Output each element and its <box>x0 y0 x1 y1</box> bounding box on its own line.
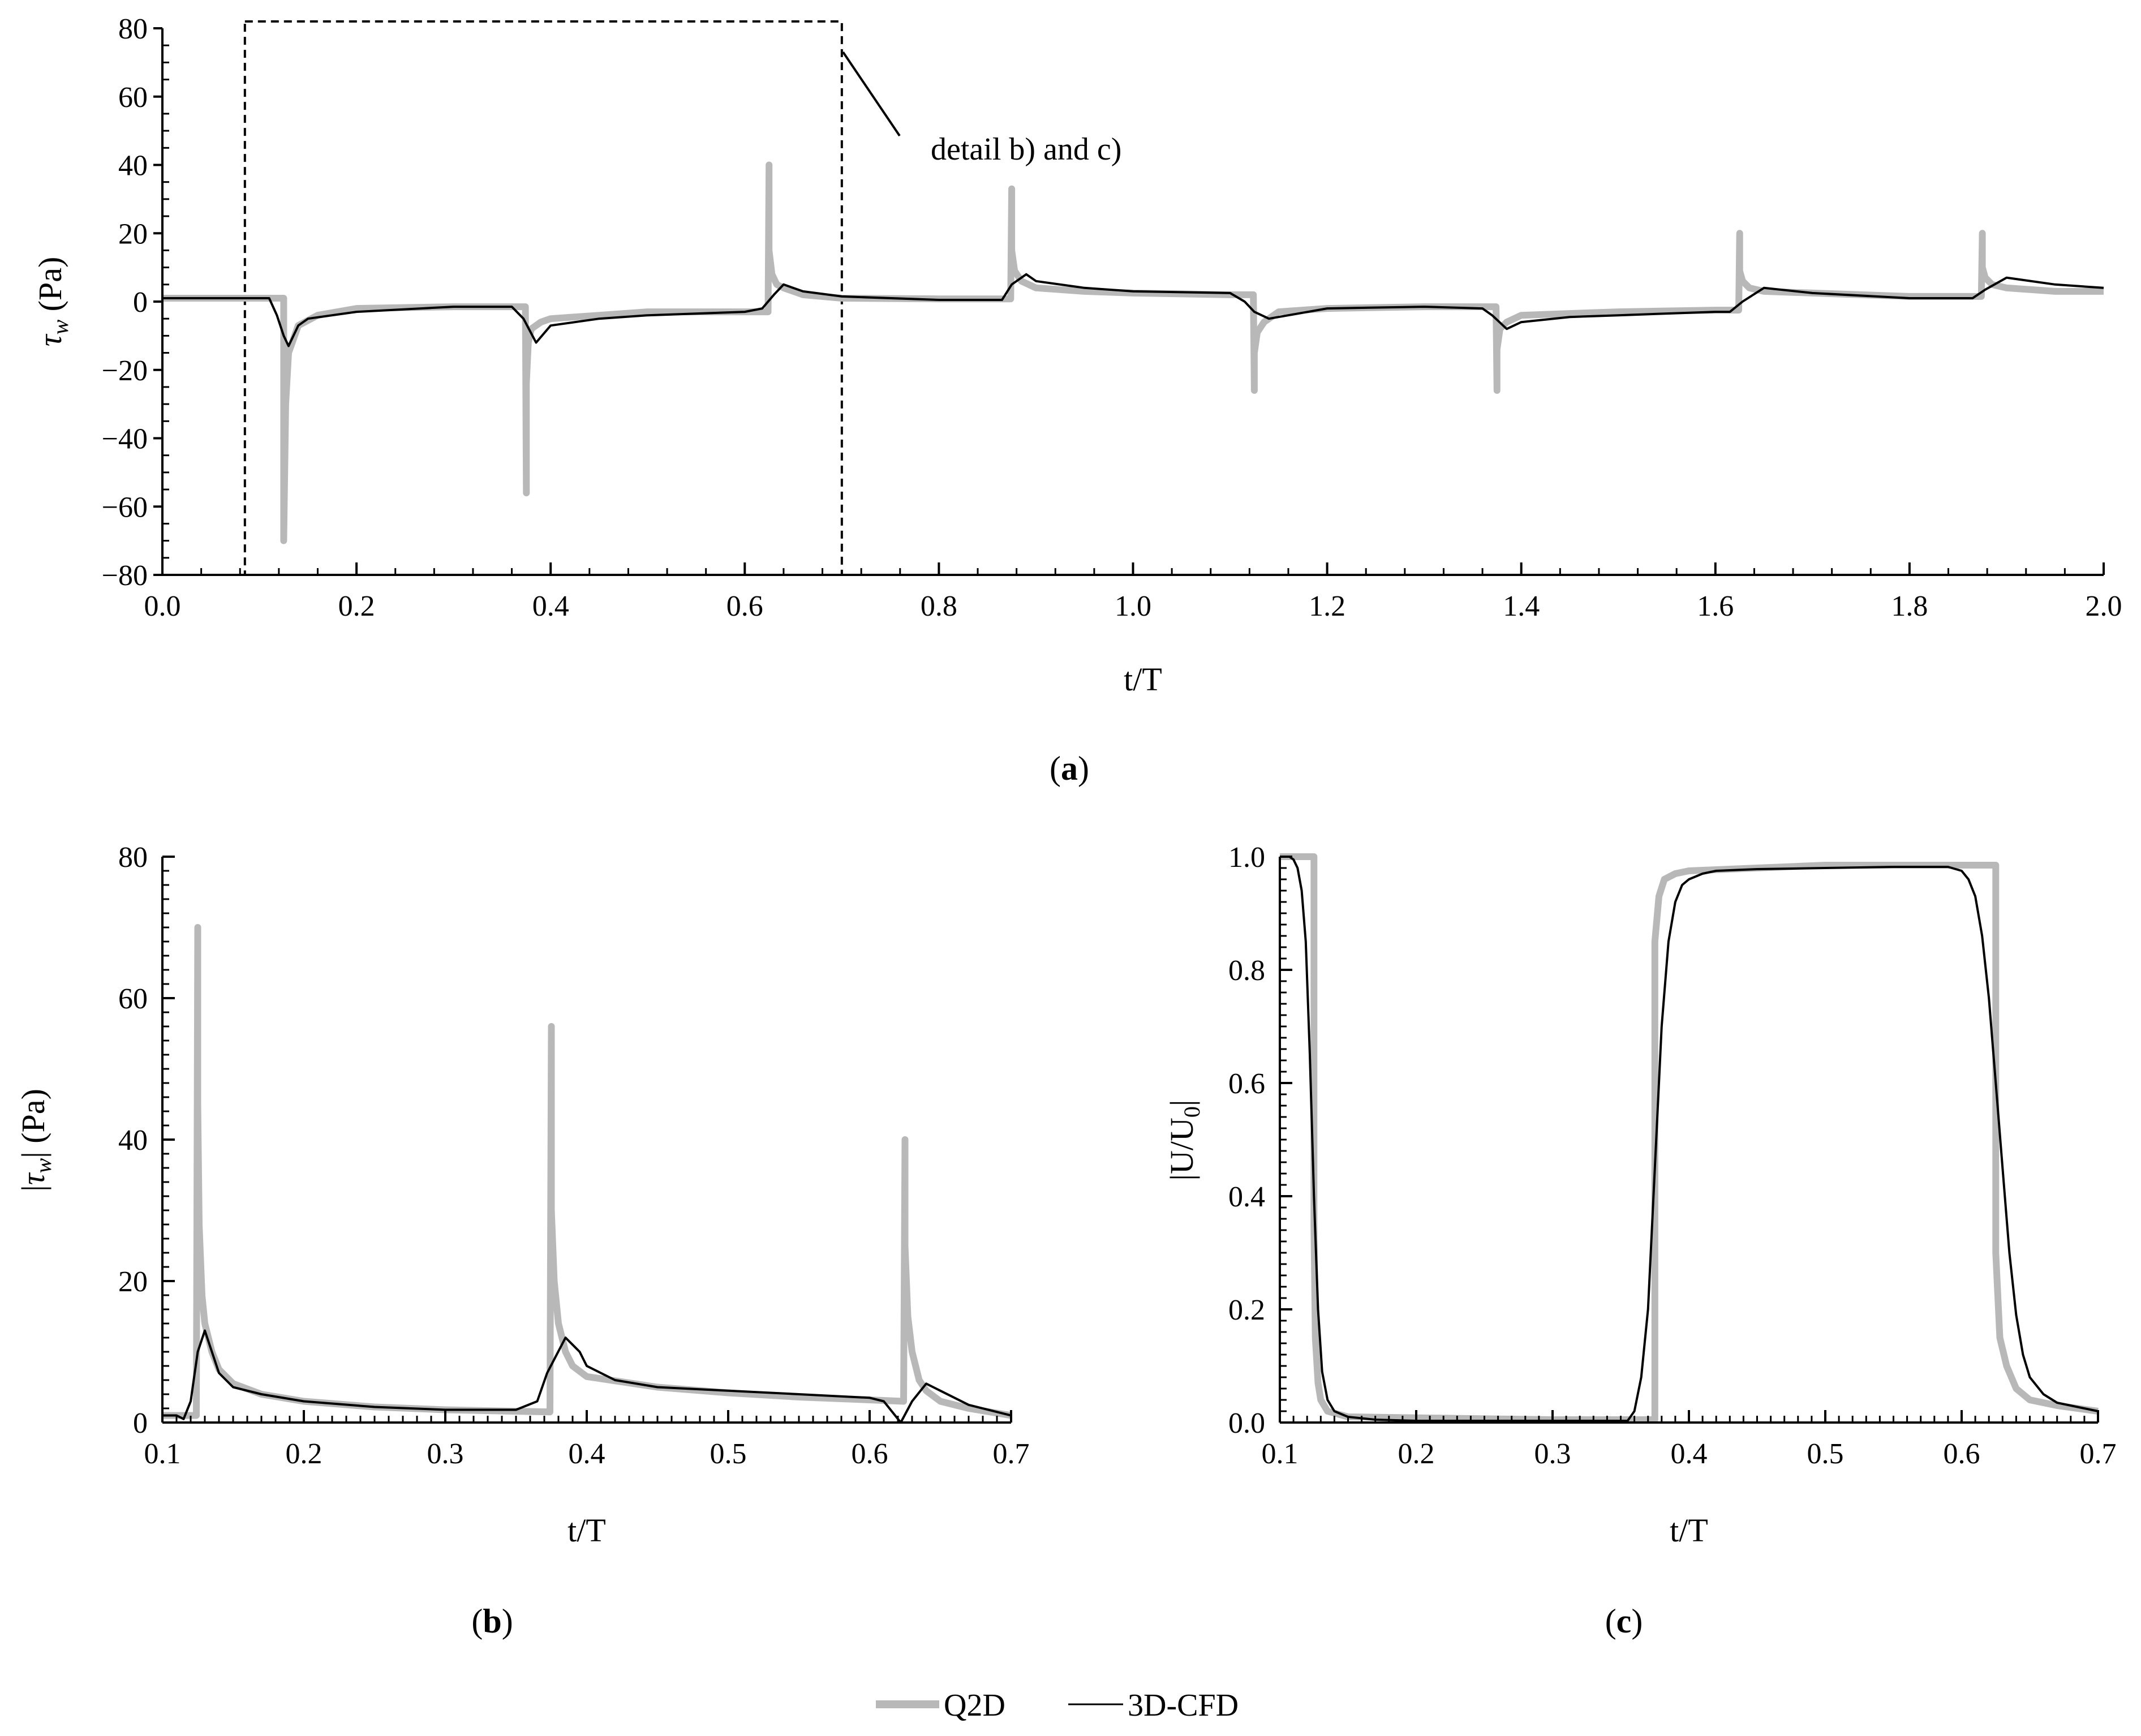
detail-box <box>243 20 843 577</box>
x-tick-label: 0.6 <box>1944 1438 1980 1470</box>
x-tick-label: 0.4 <box>532 590 569 622</box>
series-q2d-line-a <box>162 161 2104 544</box>
x-tick-label: 0.0 <box>144 590 181 622</box>
x-tick-label: 1.8 <box>1891 590 1928 622</box>
y-tick-label: 80 <box>118 841 148 874</box>
x-axis-title: t/T <box>568 1512 606 1549</box>
series-q2d-line-b <box>162 924 1012 1419</box>
x-axis-title: t/T <box>1124 661 1162 698</box>
x-tick-label: 0.6 <box>852 1438 888 1470</box>
y-tick-label: −80 <box>102 560 148 592</box>
legend-label-3dcfd: 3D-CFD <box>1128 1688 1239 1723</box>
x-tick-label: 1.6 <box>1697 590 1734 622</box>
y-tick-label: 80 <box>118 13 148 45</box>
y-tick-label: 0 <box>133 1407 148 1439</box>
y-tick-label: 20 <box>118 218 148 250</box>
x-tick-label: 0.4 <box>1671 1438 1708 1470</box>
x-tick-label: 0.3 <box>1534 1438 1571 1470</box>
y-tick-label: 0.6 <box>1228 1068 1265 1100</box>
y-tick-label: 0 <box>133 286 148 319</box>
chart-b: 0.1 0.2 0.3 0.4 0.5 0.6 0.7 0 20 40 60 80 t/T |τw| (P… <box>15 841 1030 1640</box>
x-tick-label: 0.2 <box>1398 1438 1435 1470</box>
y-tick-label: −20 <box>102 355 148 387</box>
y-tick-label: 0.8 <box>1228 955 1265 987</box>
x-tick-label: 0.3 <box>427 1438 464 1470</box>
panel-label-a: (a) <box>1050 750 1089 787</box>
series-3dcfd-line-a <box>162 273 2104 347</box>
x-tick-label: 0.1 <box>1262 1438 1299 1470</box>
series-q2d-line-c <box>1280 853 2099 1423</box>
x-tick-label: 2.0 <box>2086 590 2122 622</box>
x-axis-title: t/T <box>1670 1512 1708 1549</box>
x-tick-label: 1.4 <box>1503 590 1540 622</box>
legend: Q2D 3D-CFD <box>876 1688 1239 1723</box>
x-tick-label: 1.0 <box>1115 590 1151 622</box>
y-axis-title: |τw| (Pa) <box>15 1089 56 1192</box>
annotation-leader-line <box>842 51 901 137</box>
y-tick-label: 40 <box>118 1124 148 1157</box>
x-tick-label: 0.1 <box>144 1438 181 1470</box>
x-tick-label: 0.4 <box>569 1438 605 1470</box>
panel-label-c: (c) <box>1605 1602 1643 1640</box>
annotation-detail: detail b) and c) <box>931 132 1121 167</box>
y-tick-label: 1.0 <box>1228 841 1265 874</box>
y-axis-title: τw (Pa) <box>32 257 73 347</box>
chart-a: 0.0 0.2 0.4 0.6 0.8 1.0 1.2 1.4 1.6 1.8 2.0 −80 −60 −… <box>32 13 2122 787</box>
chart-c: 0.1 0.2 0.3 0.4 0.5 0.6 0.7 0.0 0.2 0.4 0.6 0.8 1.0 t… <box>1163 841 2117 1640</box>
x-tick-label: 0.2 <box>286 1438 323 1470</box>
x-tick-label: 0.5 <box>1807 1438 1844 1470</box>
series-3dcfd-line-b <box>162 1329 1012 1424</box>
x-tick-label: 0.2 <box>338 590 375 622</box>
y-tick-label: 60 <box>118 81 148 114</box>
x-tick-label: 0.6 <box>726 590 763 622</box>
x-tick-label: 0.8 <box>921 590 957 622</box>
y-tick-label: 0.4 <box>1228 1181 1265 1213</box>
y-tick-label: 20 <box>118 1266 148 1298</box>
x-tick-label: 0.5 <box>710 1438 747 1470</box>
y-tick-label: 0.2 <box>1228 1294 1265 1326</box>
panel-label-b: (b) <box>471 1602 513 1640</box>
x-tick-label: 0.7 <box>2080 1438 2117 1470</box>
y-tick-label: −60 <box>102 491 148 523</box>
y-tick-label: −40 <box>102 423 148 456</box>
series-3dcfd-line-c <box>1280 856 2099 1422</box>
x-tick-label: 0.7 <box>993 1438 1030 1470</box>
legend-label-q2d: Q2D <box>944 1688 1005 1723</box>
y-tick-label: 40 <box>118 150 148 182</box>
y-axis-title: |U/U0| <box>1163 1099 1205 1180</box>
x-tick-label: 1.2 <box>1309 590 1345 622</box>
y-tick-label: 60 <box>118 983 148 1015</box>
y-tick-label: 0.0 <box>1228 1407 1265 1439</box>
